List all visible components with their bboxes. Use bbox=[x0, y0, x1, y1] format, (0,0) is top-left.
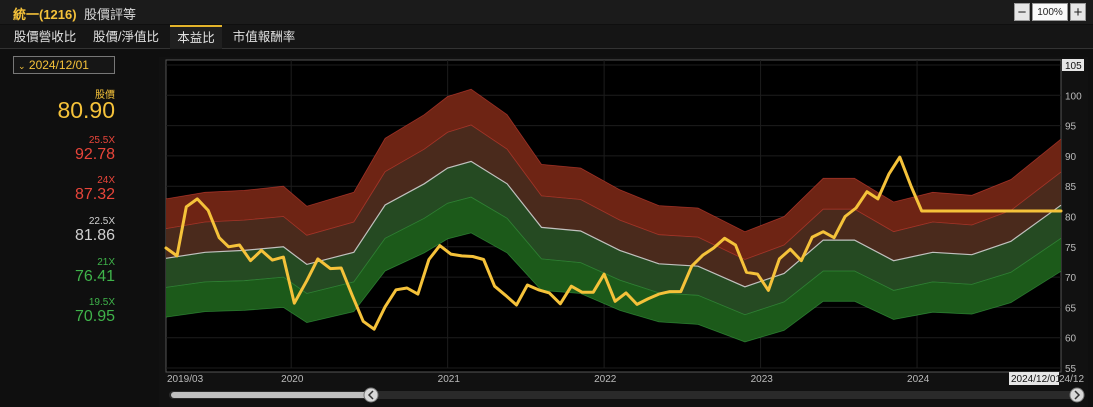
band-value-25-5x: 92.78 bbox=[74, 146, 115, 163]
price-line bbox=[164, 155, 1063, 331]
y-tick-label: 105 bbox=[1065, 61, 1082, 72]
band-value-22-5x: 81.86 bbox=[74, 227, 115, 244]
chart-svg: 55 60 65 70 75 80 85 90 95 100 105 2019/03 2020 2021… bbox=[159, 57, 1088, 407]
tab-pe-ratio[interactable]: 本益比 bbox=[170, 25, 222, 49]
x-tick-label: 2021 bbox=[438, 374, 461, 385]
band-line-22.5x bbox=[165, 160, 1062, 288]
chevron-right-icon bbox=[1074, 390, 1081, 400]
band-value-19-5x: 70.95 bbox=[74, 308, 115, 325]
y-tick-label: 75 bbox=[1065, 243, 1077, 254]
y-tick-label: 85 bbox=[1065, 182, 1077, 193]
y-tick-label: 95 bbox=[1065, 122, 1077, 133]
date-dropdown[interactable]: ⌄ 2024/12/01 bbox=[13, 56, 115, 74]
tab-bar: 股價營收比 股價/淨值比 本益比 市值報酬率 bbox=[0, 25, 1093, 49]
title-bar: 統一(1216) 股價評等 − 100% + bbox=[0, 0, 1093, 24]
band-label-22-5x: 22.5X bbox=[88, 216, 115, 227]
x-tick-label: 2022 bbox=[594, 374, 617, 385]
x-tick-label: 2020 bbox=[281, 374, 304, 385]
y-axis: 55 60 65 70 75 80 85 90 95 100 105 bbox=[1062, 59, 1084, 375]
y-tick-label: 60 bbox=[1065, 334, 1077, 345]
x-date-label: 2024/12/01 bbox=[1011, 374, 1061, 385]
scrollbar-thumb[interactable] bbox=[171, 392, 371, 398]
scroll-left-handle[interactable] bbox=[363, 387, 379, 403]
scroll-right-handle[interactable] bbox=[1069, 387, 1085, 403]
price-label: 股價 bbox=[95, 90, 115, 101]
tab-price-book[interactable]: 股價/淨值比 bbox=[93, 30, 159, 44]
y-tick-label: 55 bbox=[1065, 364, 1077, 375]
chevron-down-icon: ⌄ bbox=[18, 61, 26, 71]
pe-band-chart: 55 60 65 70 75 80 85 90 95 100 105 2019/03 2020 2021… bbox=[159, 57, 1088, 407]
band-line-25.5x bbox=[165, 88, 1062, 233]
band-value-21x: 76.41 bbox=[74, 268, 115, 285]
tab-market-return[interactable]: 市值報酬率 bbox=[232, 30, 296, 44]
scrollbar-track[interactable] bbox=[169, 391, 1079, 399]
chevron-left-icon bbox=[367, 390, 374, 400]
band-line-24x bbox=[165, 124, 1062, 260]
band-line-19.5x bbox=[165, 232, 1062, 343]
x-axis: 2019/03 2020 2021 2022 2023 2024 2024/12/0124/… bbox=[167, 372, 1084, 385]
y-tick-label: 65 bbox=[1065, 303, 1077, 314]
band-line-21x bbox=[165, 196, 1062, 316]
x-tick-label: 2023 bbox=[751, 374, 774, 385]
y-tick-label: 100 bbox=[1065, 91, 1082, 102]
band-label-25-5x: 25.5X bbox=[88, 135, 115, 146]
band-label-19-5x: 19.5X bbox=[88, 297, 115, 308]
stock-title: 統一(1216) bbox=[13, 7, 77, 22]
price-series bbox=[164, 155, 1063, 331]
tab-price-revenue[interactable]: 股價營收比 bbox=[13, 30, 77, 44]
scrollbar[interactable] bbox=[169, 387, 1085, 403]
x-date-highlight bbox=[1009, 372, 1059, 385]
band-label-24x: 24X bbox=[97, 175, 115, 186]
band-label-21x: 21X bbox=[97, 257, 115, 268]
x-last-label: 24/12 bbox=[1059, 374, 1084, 385]
band-lines bbox=[165, 88, 1062, 343]
band-value-24x: 87.32 bbox=[74, 186, 115, 203]
y-tick-highlight bbox=[1062, 59, 1084, 71]
zoom-out-button[interactable]: − bbox=[1014, 3, 1030, 21]
info-panel: ⌄ 2024/12/01 股價 80.90 25.5X 92.78 24X 87… bbox=[0, 50, 158, 407]
x-tick-label: 2024 bbox=[907, 374, 930, 385]
x-tick-label: 2019/03 bbox=[167, 374, 204, 385]
y-tick-label: 90 bbox=[1065, 152, 1077, 163]
zoom-level: 100% bbox=[1032, 3, 1068, 21]
zoom-in-button[interactable]: + bbox=[1070, 3, 1086, 21]
date-value: 2024/12/01 bbox=[28, 58, 89, 72]
price-value: 80.90 bbox=[57, 97, 115, 123]
page-title: 股價評等 bbox=[84, 7, 137, 22]
y-tick-label: 80 bbox=[1065, 213, 1077, 224]
zoom-control: − 100% + bbox=[1014, 3, 1086, 21]
y-tick-label: 70 bbox=[1065, 273, 1077, 284]
